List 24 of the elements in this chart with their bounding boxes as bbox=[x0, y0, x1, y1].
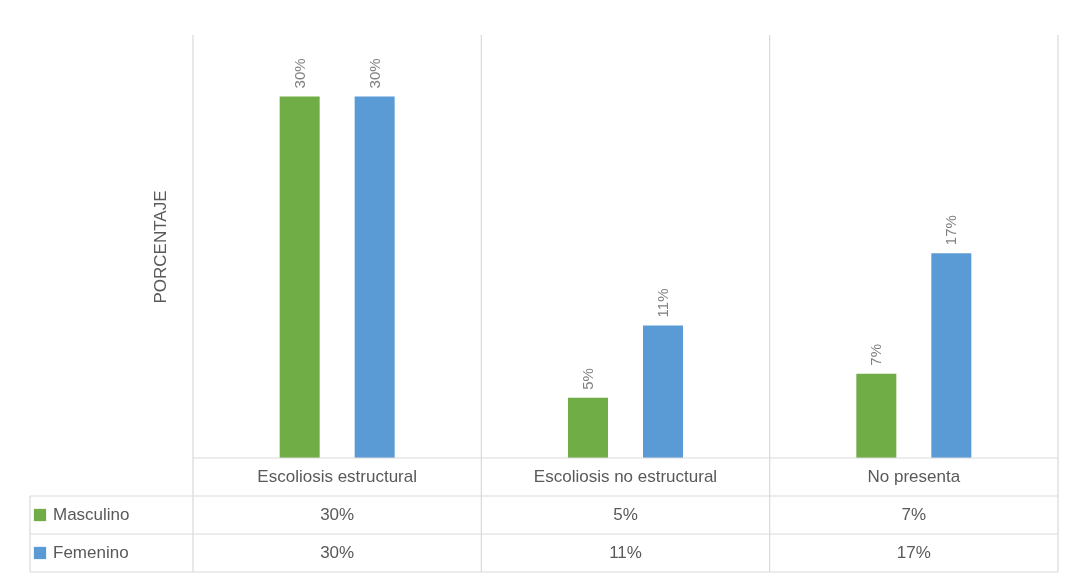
data-label: 30% bbox=[320, 543, 355, 562]
text: 11% bbox=[654, 288, 671, 318]
data-label: 17% bbox=[896, 543, 931, 562]
text: 30% bbox=[290, 58, 308, 89]
bar bbox=[279, 96, 320, 458]
x-tick-label: Escoliosis estructural bbox=[257, 467, 417, 486]
data-label: 7% bbox=[901, 505, 927, 524]
bar bbox=[643, 325, 683, 458]
text: 30% bbox=[365, 58, 383, 89]
text: 5% bbox=[579, 368, 596, 390]
bar bbox=[354, 96, 395, 458]
x-tick-label: Escoliosis no estructural bbox=[533, 467, 718, 486]
bar bbox=[931, 253, 972, 458]
x-tick-label: No presenta bbox=[867, 467, 961, 486]
text: 7% bbox=[867, 343, 885, 366]
y-axis-title: PORCENTAJE bbox=[150, 190, 170, 304]
data-label: 5% bbox=[613, 505, 638, 524]
data-label: 30% bbox=[320, 505, 355, 524]
text: 17% bbox=[942, 215, 960, 246]
bar bbox=[856, 373, 897, 458]
legend-label: Masculino bbox=[53, 505, 130, 524]
data-label: 11% bbox=[609, 543, 642, 562]
bar bbox=[568, 397, 608, 458]
legend-label: Femenino bbox=[53, 543, 129, 562]
